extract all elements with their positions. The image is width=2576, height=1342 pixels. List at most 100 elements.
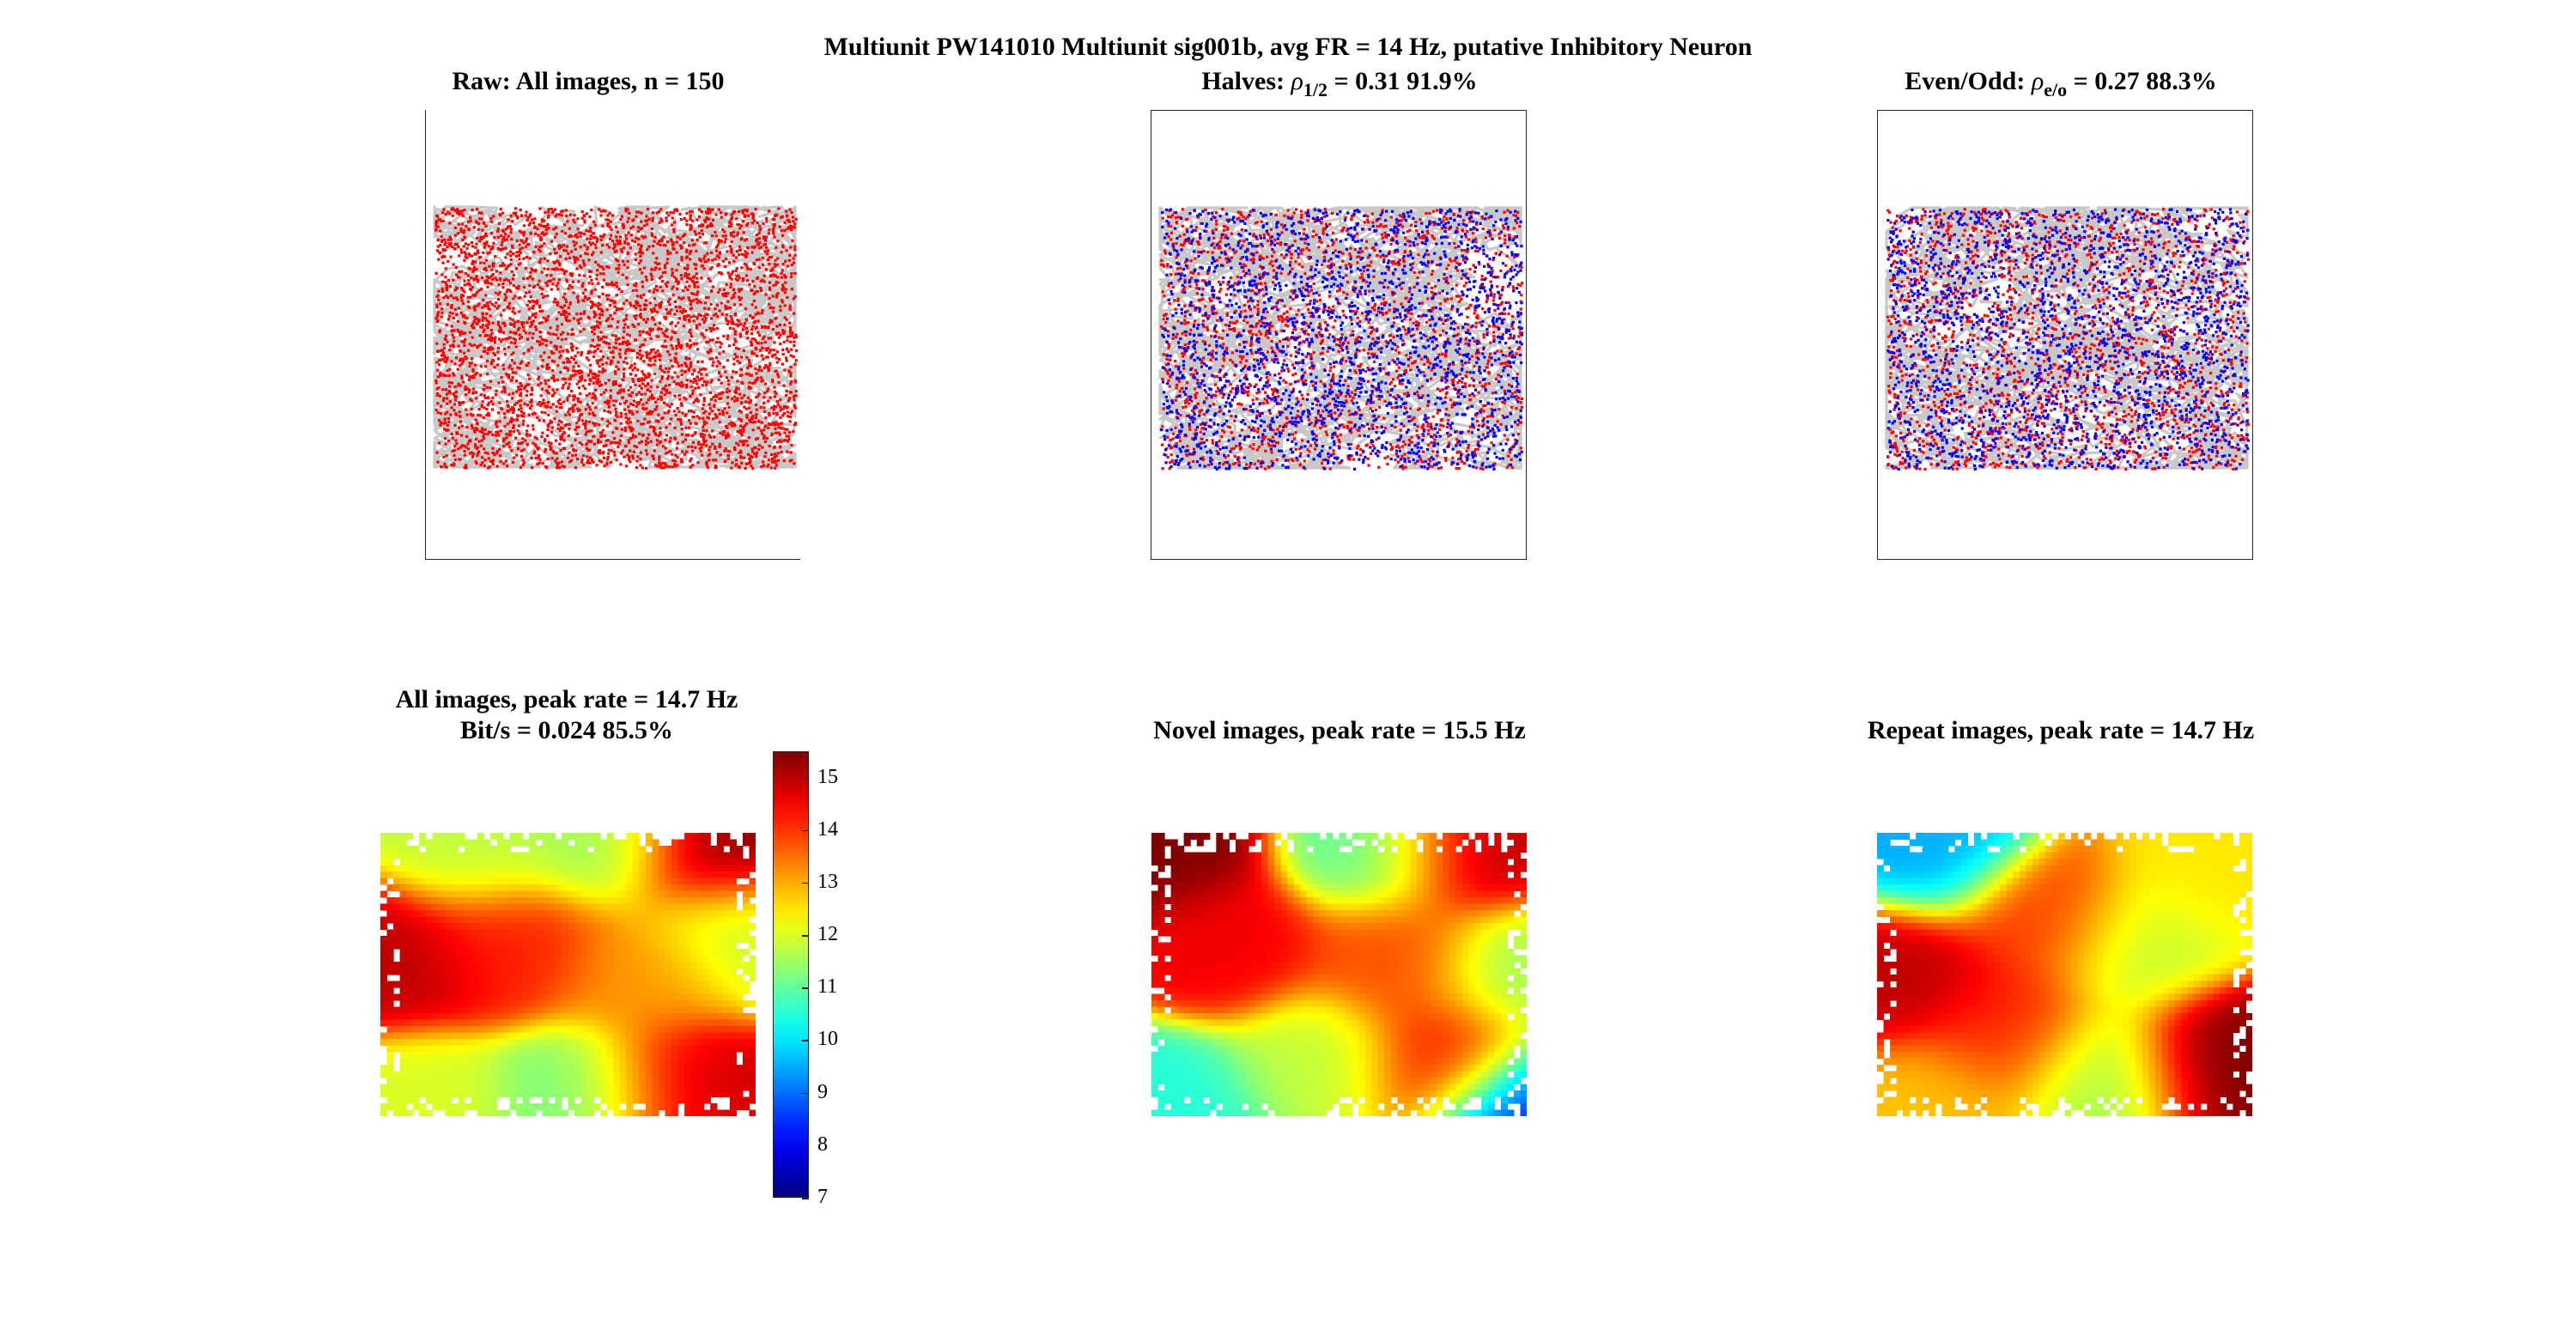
spike-point — [487, 282, 490, 285]
spike-point — [562, 384, 565, 387]
spike-point — [629, 234, 633, 237]
spike-point — [640, 343, 643, 347]
spike-point — [1263, 316, 1267, 319]
spike-point — [680, 297, 683, 301]
spike-point — [555, 213, 559, 216]
spike-point — [639, 248, 642, 252]
spike-point — [550, 288, 553, 291]
spike-point — [625, 276, 629, 279]
spike-point — [739, 367, 743, 371]
spike-point — [570, 328, 574, 331]
spike-point — [782, 412, 786, 416]
spike-point — [457, 246, 460, 249]
spike-point — [696, 276, 699, 280]
spike-point — [760, 368, 763, 373]
spike-point — [512, 337, 515, 341]
spike-point — [746, 337, 750, 340]
spike-point — [475, 397, 478, 400]
spike-point — [661, 289, 665, 293]
spike-point — [638, 400, 641, 404]
spike-point — [448, 349, 452, 352]
spike-point — [735, 274, 738, 278]
spike-point — [495, 430, 498, 434]
spike-point — [482, 251, 485, 254]
spike-point — [653, 288, 657, 291]
spike-point — [1261, 257, 1265, 260]
spike-point — [692, 410, 696, 414]
spike-point — [665, 434, 669, 437]
spike-point — [1315, 233, 1318, 237]
spike-point — [583, 387, 586, 391]
spike-point — [593, 395, 597, 399]
spike-point — [1482, 333, 1485, 337]
spike-point — [596, 440, 600, 445]
spike-point — [681, 440, 684, 444]
spike-point — [435, 295, 439, 299]
spike-point — [1237, 402, 1242, 405]
spike-point — [717, 392, 721, 396]
spike-point — [611, 317, 614, 321]
spike-point — [765, 246, 769, 249]
spike-point — [655, 257, 659, 260]
spike-point — [438, 331, 441, 334]
spike-point — [690, 227, 693, 230]
spike-point — [529, 400, 532, 404]
spike-point — [602, 340, 605, 343]
spike-point — [1183, 285, 1187, 288]
spike-point — [671, 452, 674, 456]
spike-point — [714, 313, 718, 316]
spike-point — [497, 434, 501, 437]
spike-point — [501, 286, 505, 289]
spike-point — [1234, 321, 1237, 325]
spike-point — [633, 338, 637, 342]
spike-point — [682, 307, 685, 312]
spike-point — [1332, 231, 1335, 234]
spike-point — [1468, 268, 1472, 271]
spike-point — [616, 415, 619, 418]
spike-point — [534, 325, 538, 329]
spike-point — [1430, 290, 1433, 294]
spike-point — [729, 218, 732, 222]
spike-point — [444, 276, 447, 279]
spike-point — [641, 433, 645, 437]
spike-point — [594, 246, 598, 250]
spike-point — [738, 361, 742, 365]
spike-point — [544, 379, 547, 382]
spike-point — [511, 277, 514, 281]
spike-point — [459, 333, 462, 337]
spike-point — [530, 404, 533, 408]
spike-point — [626, 242, 629, 246]
spike-point — [450, 406, 453, 410]
spike-point — [673, 394, 677, 398]
spike-point — [720, 313, 724, 316]
spike-point — [792, 216, 795, 219]
spike-point — [793, 271, 797, 275]
spike-point — [483, 267, 486, 271]
spike-point — [598, 208, 601, 211]
spike-point — [619, 411, 623, 415]
spike-point — [1212, 246, 1216, 250]
spike-point — [506, 226, 509, 229]
spike-point — [689, 346, 692, 349]
spike-point — [721, 234, 725, 238]
spike-point — [1505, 364, 1509, 367]
spike-point — [565, 357, 568, 361]
spike-point — [634, 284, 637, 288]
spike-point — [770, 320, 774, 324]
spike-point — [507, 410, 510, 414]
spike-point — [776, 458, 780, 462]
spike-point — [659, 208, 663, 211]
spike-point — [709, 338, 713, 342]
spike-point — [733, 291, 737, 295]
spike-point — [495, 420, 498, 423]
spike-point — [570, 347, 574, 350]
spike-point — [668, 367, 671, 370]
spike-point — [517, 263, 520, 266]
spike-point — [642, 378, 646, 381]
spike-point — [589, 371, 592, 374]
spike-point — [1455, 227, 1459, 230]
spike-point — [1413, 333, 1416, 337]
spike-point — [586, 448, 590, 452]
spike-point — [664, 334, 667, 337]
spike-point — [1436, 387, 1440, 391]
